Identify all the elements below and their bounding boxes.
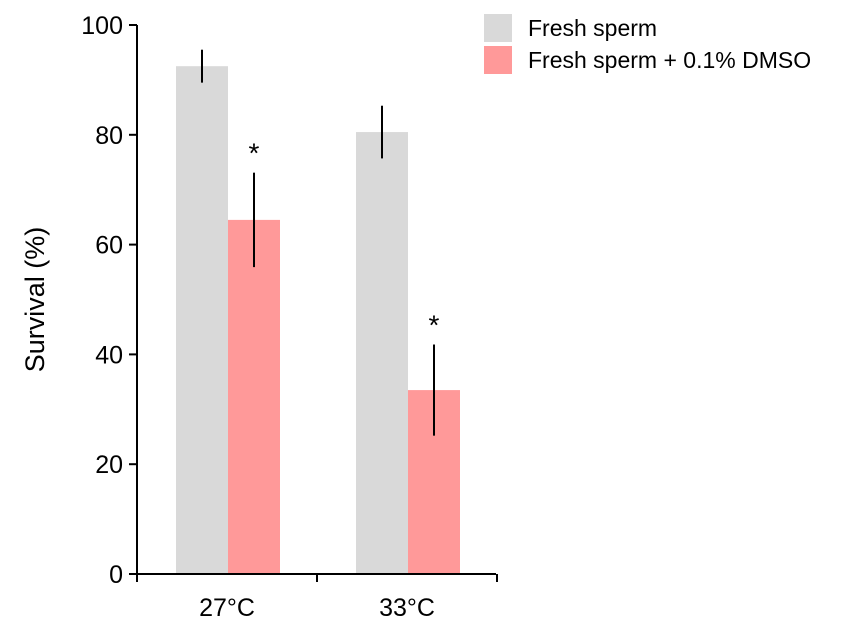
- x-category-label: 33°C: [379, 594, 435, 622]
- legend-swatch-fresh: [484, 14, 512, 42]
- y-tick-label: 80: [95, 122, 123, 150]
- legend-label-fresh: Fresh sperm: [528, 15, 657, 41]
- y-tick-label: 40: [95, 341, 123, 369]
- legend: Fresh sperm Fresh sperm + 0.1% DMSO: [484, 14, 811, 74]
- significance-mark: *: [249, 138, 260, 169]
- error-bars-layer: **: [201, 49, 440, 436]
- y-tick-label: 20: [95, 451, 123, 479]
- significance-mark: *: [429, 310, 440, 341]
- y-tick-label: 60: [95, 232, 123, 260]
- legend-swatch-dmso: [484, 46, 512, 74]
- y-tick-label: 100: [81, 12, 123, 40]
- y-tick-label: 0: [109, 561, 123, 589]
- legend-label-dmso: Fresh sperm + 0.1% DMSO: [528, 47, 811, 73]
- x-category-label: 27°C: [199, 594, 255, 622]
- bar-dmso-1: [228, 219, 280, 574]
- bars-layer: [176, 66, 460, 575]
- bar-fresh-2: [356, 132, 408, 574]
- bar-fresh-1: [176, 66, 228, 575]
- y-ticks: 0 20 40 60 80 100: [81, 12, 137, 589]
- x-categories: 27°C 33°C: [136, 574, 498, 622]
- y-axis-title: Survival (%): [20, 227, 50, 373]
